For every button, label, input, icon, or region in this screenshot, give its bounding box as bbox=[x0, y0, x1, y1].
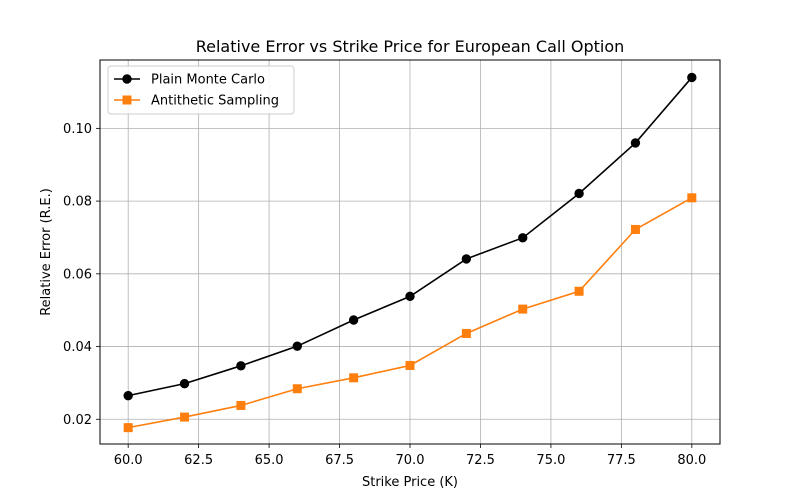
plain-monte-carlo-point bbox=[179, 378, 190, 389]
legend: Plain Monte Carlo Antithetic Sampling bbox=[107, 65, 295, 115]
legend-box bbox=[107, 65, 295, 115]
x-tick-label: 80.0 bbox=[677, 453, 706, 468]
x-axis: 60.0 62.5 65.0 67.5 70.0 72.5 75.0 77.5 80.0 bbox=[114, 444, 706, 468]
series-plain-monte-carlo bbox=[123, 72, 697, 401]
legend-swatch-marker bbox=[122, 95, 132, 105]
antithetic-sampling-point bbox=[518, 304, 528, 314]
plain-monte-carlo-point bbox=[405, 291, 415, 302]
x-tick-label: 77.5 bbox=[607, 453, 636, 468]
chart-title: Relative Error vs Strike Price for Europ… bbox=[196, 37, 625, 56]
y-tick-label: 0.10 bbox=[63, 122, 92, 137]
x-tick-label: 70.0 bbox=[396, 453, 425, 468]
legend-label: Plain Monte Carlo bbox=[151, 73, 265, 88]
antithetic-sampling-point bbox=[574, 286, 584, 296]
antithetic-sampling-point bbox=[405, 360, 415, 370]
series-layer bbox=[123, 72, 697, 433]
plain-monte-carlo-point bbox=[687, 72, 697, 83]
antithetic-sampling-point bbox=[292, 384, 302, 394]
y-tick-label: 0.02 bbox=[63, 413, 92, 428]
plain-monte-carlo-point bbox=[236, 361, 246, 371]
x-tick-label: 67.5 bbox=[325, 453, 354, 468]
x-tick-label: 62.5 bbox=[184, 453, 213, 468]
x-tick-label: 60.0 bbox=[114, 453, 143, 468]
x-axis-label: Strike Price (K) bbox=[362, 475, 458, 490]
antithetic-sampling-point bbox=[630, 224, 640, 234]
antithetic-sampling-point bbox=[180, 412, 190, 422]
antithetic-sampling-point bbox=[461, 328, 471, 338]
plain-monte-carlo-point bbox=[292, 341, 302, 351]
plain-monte-carlo-point bbox=[630, 138, 641, 148]
x-tick-label: 65.0 bbox=[255, 453, 284, 468]
plain-monte-carlo-point bbox=[123, 390, 133, 401]
antithetic-sampling-point bbox=[349, 373, 359, 383]
legend-label: Antithetic Sampling bbox=[151, 94, 279, 109]
antithetic-sampling-point bbox=[236, 400, 246, 410]
x-tick-label: 75.0 bbox=[536, 453, 565, 468]
y-tick-label: 0.06 bbox=[63, 267, 92, 282]
antithetic-sampling-point bbox=[687, 193, 697, 203]
series-antithetic-sampling bbox=[123, 193, 697, 433]
legend-swatch-marker bbox=[122, 74, 132, 84]
plain-monte-carlo-point bbox=[461, 254, 472, 264]
plain-monte-carlo-point bbox=[518, 233, 528, 243]
y-axis: 0.02 0.04 0.06 0.08 0.10 bbox=[63, 122, 100, 428]
y-axis-label: Relative Error (R.E.) bbox=[39, 188, 54, 316]
plain-monte-carlo-point bbox=[574, 188, 584, 199]
x-tick-label: 72.5 bbox=[466, 453, 495, 468]
grid bbox=[100, 60, 720, 444]
y-tick-label: 0.08 bbox=[63, 195, 92, 210]
plain-monte-carlo-point bbox=[348, 315, 359, 325]
y-tick-label: 0.04 bbox=[63, 340, 92, 355]
antithetic-sampling-point bbox=[123, 423, 133, 433]
